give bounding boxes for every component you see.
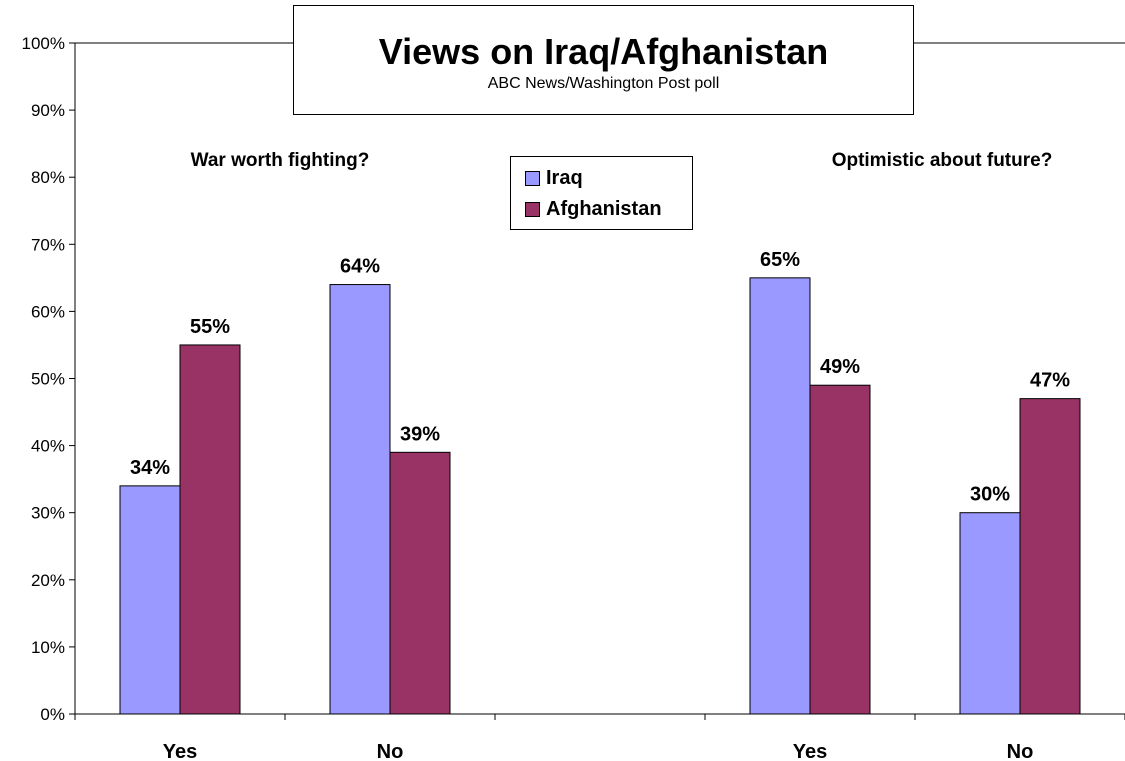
bar-iraq — [959, 512, 1021, 715]
legend-swatch-iraq — [525, 171, 540, 186]
bar-afghanistan — [179, 344, 241, 715]
group-title-war: War worth fighting? — [191, 150, 370, 171]
y-tick-label: 20% — [31, 571, 65, 590]
y-tick-label: 50% — [31, 370, 65, 389]
bar-iraq — [749, 277, 811, 715]
bar-iraq — [119, 485, 181, 715]
y-tick-label: 60% — [31, 302, 65, 321]
x-category-label: No — [1007, 741, 1034, 761]
legend-label-iraq: Iraq — [546, 167, 583, 189]
y-tick-label: 70% — [31, 235, 65, 254]
data-label-afghanistan: 47% — [1030, 370, 1070, 392]
chart-title-box: Views on Iraq/Afghanistan ABC News/Washi… — [293, 5, 914, 115]
data-label-iraq: 30% — [970, 484, 1010, 506]
bars — [119, 277, 1081, 715]
legend-swatch-afghanistan — [525, 202, 540, 217]
y-tick-label: 0% — [40, 705, 65, 724]
legend-item-afghanistan: Afghanistan — [525, 198, 662, 221]
x-category-label: Yes — [163, 741, 197, 761]
group-title-optimistic: Optimistic about future? — [832, 150, 1053, 171]
bar-afghanistan — [809, 384, 871, 715]
x-category-label: No — [377, 741, 404, 761]
data-label-iraq: 64% — [340, 256, 380, 278]
data-label-afghanistan: 39% — [400, 423, 440, 445]
legend-item-iraq: Iraq — [525, 167, 583, 190]
chart-title: Views on Iraq/Afghanistan — [378, 31, 829, 72]
x-category-label: Yes — [793, 741, 827, 761]
y-tick-label: 40% — [31, 437, 65, 456]
y-tick-label: 80% — [31, 168, 65, 187]
data-label-iraq: 34% — [130, 457, 170, 479]
y-tick-label: 90% — [31, 101, 65, 120]
y-tick-label: 10% — [31, 638, 65, 657]
chart-subtitle: ABC News/Washington Post poll — [487, 75, 720, 92]
legend: Iraq Afghanistan — [510, 156, 693, 230]
bar-afghanistan — [1019, 398, 1081, 715]
data-label-afghanistan: 55% — [190, 316, 230, 338]
legend-label-afghanistan: Afghanistan — [546, 198, 662, 220]
data-label-iraq: 65% — [760, 249, 800, 271]
y-tick-label: 30% — [31, 504, 65, 523]
data-label-afghanistan: 49% — [820, 356, 860, 378]
axes: 0% 10% 20% 30% 40% 50% 60% 70% 80% 90% 100% Yes No Ye… — [22, 34, 1125, 761]
y-tick-label: 100% — [22, 34, 65, 53]
bar-iraq — [329, 284, 391, 715]
bar-afghanistan — [389, 451, 451, 715]
data-labels: 34% 64% 65% 30% 55% 39% 49% 47% — [130, 249, 1070, 506]
